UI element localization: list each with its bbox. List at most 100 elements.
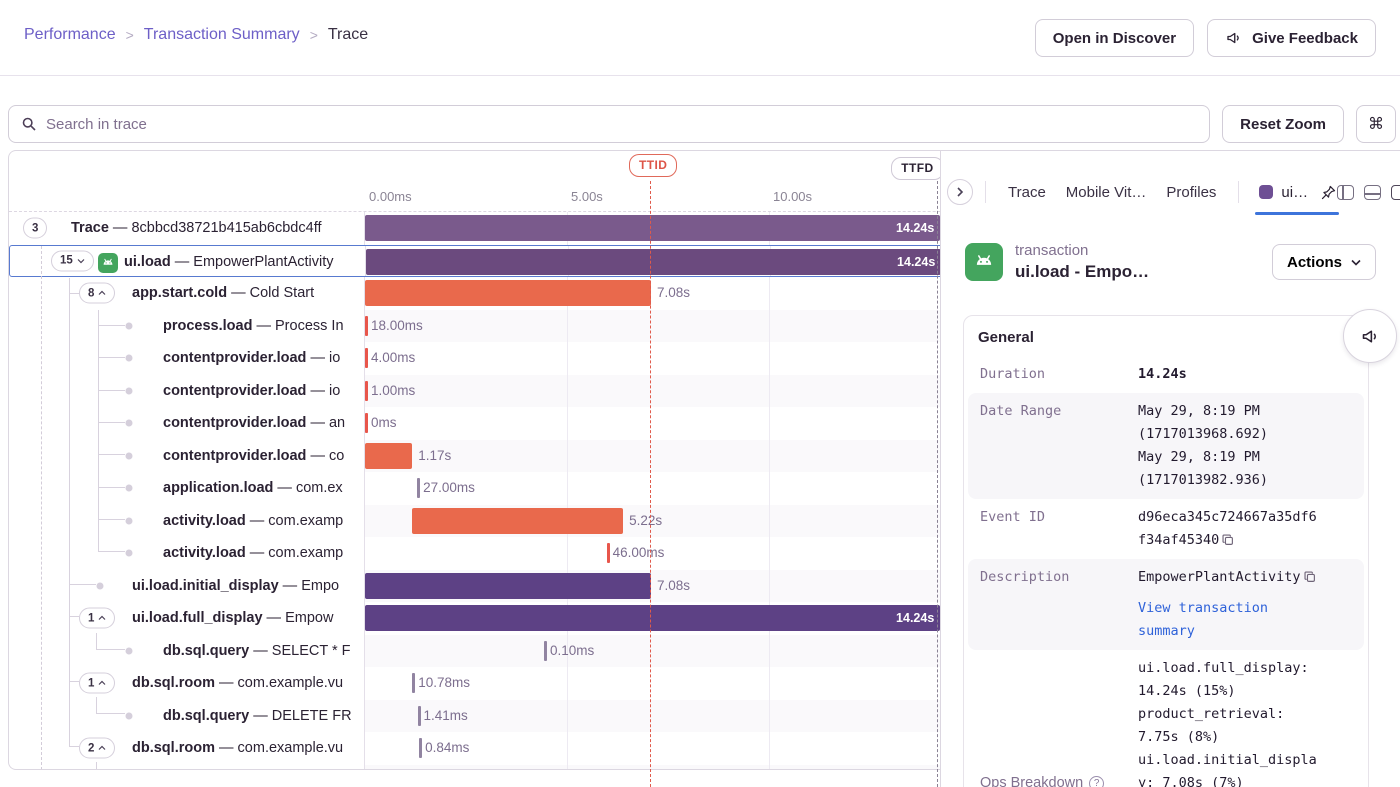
leaf-dot-icon: [96, 582, 104, 590]
span-tick-bar[interactable]: [417, 705, 421, 726]
open-in-discover-button[interactable]: Open in Discover: [1034, 19, 1195, 57]
field-key: Date Range: [980, 403, 1062, 419]
command-icon: ⌘: [1368, 116, 1384, 133]
shortcuts-button[interactable]: ⌘: [1356, 105, 1396, 143]
field-value: May 29, 8:19 PM (1717013968.692) May 29,…: [1138, 403, 1269, 488]
open-in-discover-label: Open in Discover: [1052, 29, 1177, 47]
pin-tab-icon[interactable]: [1320, 184, 1337, 201]
span-count-badge[interactable]: 8: [79, 282, 116, 304]
span-label-cell[interactable]: 3 Trace — 8cbbcd38721b415ab6cbdc4ff: [9, 212, 364, 245]
search-box[interactable]: [8, 105, 1211, 143]
span-duration-bar[interactable]: [365, 442, 413, 469]
span-label-cell[interactable]: activity.load — com.examp: [9, 537, 364, 570]
span-label-cell[interactable]: contentprovider.load — co: [9, 440, 364, 473]
breadcrumb-transaction-summary[interactable]: Transaction Summary: [143, 26, 300, 43]
span-label-cell[interactable]: 1 db.sql.room — com.example.vu: [9, 667, 364, 700]
actions-label: Actions: [1286, 253, 1342, 271]
span-duration-label: 4.00ms: [371, 350, 416, 365]
span-label-cell[interactable]: 8 app.start.cold — Cold Start: [9, 277, 364, 310]
span-label-cell[interactable]: contentprovider.load — an: [9, 407, 364, 440]
dock-left-icon[interactable]: [1337, 184, 1355, 200]
span-label-cell[interactable]: contentprovider.load — io: [9, 375, 364, 408]
search-icon: [21, 116, 37, 132]
span-duration-bar[interactable]: 14.24s: [365, 605, 941, 631]
leaf-dot-icon: [125, 647, 133, 655]
span-label-cell[interactable]: activity.load — com.examp: [9, 505, 364, 538]
span-label-cell[interactable]: ui.load.initial_display — Empo: [9, 570, 364, 603]
span-label: app.start.cold — Cold Start: [132, 285, 315, 301]
span-label-cell[interactable]: db.sql.query — SELECT * F: [9, 635, 364, 668]
tab-active-span[interactable]: ui…: [1255, 169, 1339, 215]
span-duration-label: 7.08s: [657, 285, 691, 300]
span-label-cell[interactable]: db.sql.query — DELETE FR: [9, 700, 364, 733]
span-tick-bar[interactable]: [417, 478, 421, 498]
dock-bottom-icon[interactable]: [1364, 184, 1382, 200]
help-icon[interactable]: ?: [1089, 776, 1105, 787]
span-duration-label: 5.22s: [629, 512, 663, 528]
breadcrumb-performance[interactable]: Performance: [24, 26, 116, 43]
leaf-dot-icon: [125, 354, 133, 362]
span-duration-bar[interactable]: 14.24s: [365, 215, 941, 241]
android-icon: [98, 252, 118, 273]
span-label: Trace — 8cbbcd38721b415ab6cbdc4ff: [71, 220, 322, 236]
dock-right-icon[interactable]: [1391, 184, 1400, 200]
span-label-cell[interactable]: process.load — Process In: [9, 310, 364, 343]
tab-trace[interactable]: Trace: [1008, 183, 1046, 201]
span-duration-bar[interactable]: [365, 280, 652, 306]
tab-profiles[interactable]: Profiles: [1166, 183, 1217, 201]
leaf-dot-icon: [125, 484, 133, 492]
field-row-description: Description EmpowerPlantActivity View tran…: [968, 559, 1364, 650]
span-tick-bar[interactable]: [365, 380, 368, 401]
tab-mobile-vit-[interactable]: Mobile Vit…: [1065, 183, 1147, 201]
span-count-badge[interactable]: 3: [23, 217, 48, 239]
span-count-badge[interactable]: 15: [51, 250, 94, 272]
copy-icon[interactable]: [1221, 533, 1234, 546]
span-tick-bar[interactable]: [412, 673, 416, 693]
span-count-badge[interactable]: 1: [79, 607, 116, 629]
span-tick-bar[interactable]: [606, 543, 610, 563]
ttid-badge[interactable]: TTID: [629, 154, 678, 177]
span-label: process.load — Process In: [163, 317, 344, 334]
actions-button[interactable]: Actions: [1271, 244, 1376, 280]
give-feedback-button[interactable]: Give Feedback: [1207, 19, 1376, 57]
android-icon: [965, 243, 1003, 281]
span-tick-bar[interactable]: [365, 413, 368, 433]
span-duration-bar[interactable]: 14.24s: [366, 248, 942, 275]
span-duration-label: 1.00ms: [371, 382, 416, 398]
reset-zoom-button[interactable]: Reset Zoom: [1222, 105, 1344, 143]
view-transaction-summary-link[interactable]: View transaction summary: [1138, 600, 1269, 639]
span-label-cell[interactable]: 1 ui.load.full_display — Empow: [9, 602, 364, 635]
span-label-cell[interactable]: db.sql.query — INSERT OR: [9, 765, 364, 770]
span-label-cell[interactable]: 2 db.sql.room — com.example.vu: [9, 732, 364, 765]
general-card: General Duration 14.24s Date Range May 29, …: [963, 315, 1369, 787]
span-label-cell[interactable]: 15 ui.load — EmpowerPlantActivity: [10, 246, 365, 277]
span-duration-bar[interactable]: [365, 572, 652, 599]
span-tick-bar[interactable]: [543, 640, 547, 661]
drawer-tabs: Trace Mobile Vit… Profiles: [998, 184, 1226, 201]
leaf-dot-icon: [125, 387, 133, 395]
feedback-fab-button[interactable]: [1343, 309, 1397, 363]
span-count-badge[interactable]: 1: [79, 672, 116, 694]
tab-active-span-label: ui…: [1281, 183, 1309, 201]
span-duration-bar[interactable]: [412, 507, 624, 534]
span-duration-label: 7.08s: [657, 577, 691, 593]
timeline-tick-label: 10.00s: [773, 189, 813, 204]
copy-icon[interactable]: [1303, 570, 1316, 583]
general-heading: General: [978, 329, 1034, 346]
ttfd-badge[interactable]: TTFD: [891, 157, 944, 180]
span-tick-bar[interactable]: [365, 348, 368, 368]
trace-row-db-sql-query[interactable]: db.sql.query — INSERT OR 0.70ms: [9, 764, 1400, 770]
chevron-right-icon: >: [309, 27, 318, 43]
span-label-cell[interactable]: contentprovider.load — io: [9, 342, 364, 375]
span-tick-bar[interactable]: [365, 315, 368, 336]
span-label: activity.load — com.examp: [163, 545, 344, 561]
span-tick-bar[interactable]: [419, 738, 423, 758]
search-input[interactable]: [46, 115, 1198, 133]
span-duration-label: 10.78ms: [418, 675, 471, 690]
megaphone-icon: [1225, 29, 1243, 47]
span-duration-label: 0.70ms: [550, 765, 594, 770]
span-duration-label: 0ms: [371, 415, 397, 430]
collapse-drawer-button[interactable]: [947, 179, 973, 205]
span-count-badge[interactable]: 2: [79, 737, 116, 759]
span-label-cell[interactable]: application.load — com.ex: [9, 472, 364, 505]
